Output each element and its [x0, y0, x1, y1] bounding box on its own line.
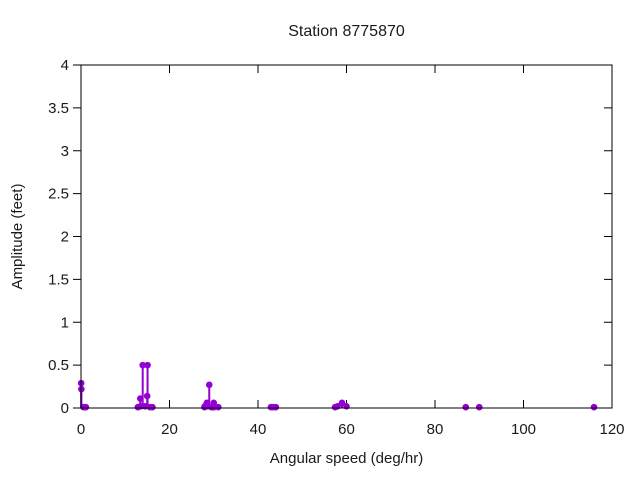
axis-tick-labels: 0 20 40 60 80 100 120 0 0.5 1 1.5 2 2.5 3 3.5 4 [48, 57, 624, 438]
data-point [338, 399, 346, 407]
data-point [139, 361, 146, 369]
x-axis-title: Angular speed (deg/hr) [270, 450, 423, 467]
data-point [82, 403, 90, 411]
data-point [143, 392, 151, 400]
y-tick-label: 2 [61, 229, 69, 246]
axis-ticks [73, 64, 613, 409]
y-tick-label: 4 [61, 57, 69, 74]
data-point [214, 403, 222, 411]
y-axis-title: Amplitude (feet) [9, 184, 26, 290]
data-point [343, 402, 350, 410]
data-point [136, 395, 144, 402]
y-tick-label: 0 [61, 400, 69, 417]
data-series [77, 361, 598, 411]
data-point [144, 361, 151, 369]
y-tick-label: 1.5 [48, 271, 69, 288]
data-point [149, 403, 156, 411]
data-point [272, 403, 280, 411]
y-tick-label: 2.5 [48, 186, 69, 203]
x-tick-label: 40 [250, 421, 267, 438]
x-tick-label: 60 [338, 421, 355, 438]
data-point [462, 403, 470, 411]
x-tick-label: 100 [511, 421, 536, 438]
x-tick-label: 80 [427, 421, 444, 438]
data-point [590, 403, 598, 411]
x-tick-label: 0 [77, 421, 85, 438]
x-tick-label: 120 [599, 421, 624, 438]
y-tick-label: 3 [61, 143, 69, 160]
plot-frame [80, 64, 613, 409]
y-tick-label: 1 [61, 314, 69, 331]
chart-title: Station 8775870 [288, 23, 405, 40]
x-tick-label: 20 [161, 421, 178, 438]
y-tick-label: 0.5 [48, 357, 69, 374]
data-point [205, 381, 213, 389]
y-tick-label: 3.5 [48, 100, 69, 117]
data-point [475, 403, 483, 411]
